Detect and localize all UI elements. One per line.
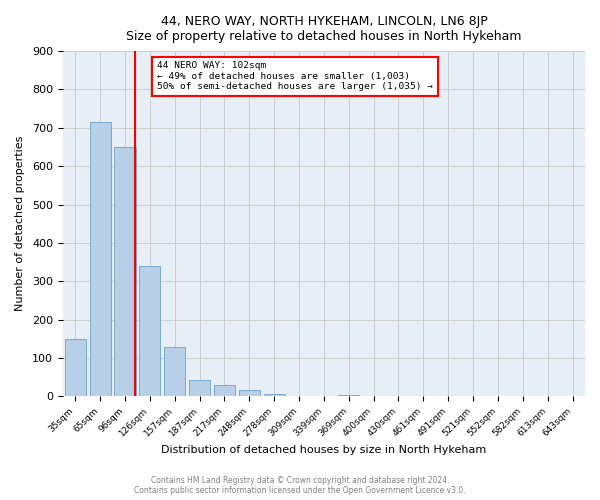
Bar [65, 338, 86, 396]
Text: Contains HM Land Registry data © Crown copyright and database right 2024.
Contai: Contains HM Land Registry data © Crown c… [134, 476, 466, 495]
Bar [164, 347, 185, 396]
Bar [139, 266, 160, 396]
X-axis label: Distribution of detached houses by size in North Hykeham: Distribution of detached houses by size … [161, 445, 487, 455]
Text: 44 NERO WAY: 102sqm
← 49% of detached houses are smaller (1,003)
50% of semi-det: 44 NERO WAY: 102sqm ← 49% of detached ho… [157, 62, 433, 92]
Bar [115, 147, 136, 396]
Bar [263, 394, 285, 396]
Bar [214, 384, 235, 396]
Bar [189, 380, 210, 396]
Title: 44, NERO WAY, NORTH HYKEHAM, LINCOLN, LN6 8JP
Size of property relative to detac: 44, NERO WAY, NORTH HYKEHAM, LINCOLN, LN… [126, 15, 521, 43]
Bar [89, 122, 110, 396]
Y-axis label: Number of detached properties: Number of detached properties [15, 136, 25, 312]
Bar [239, 390, 260, 396]
